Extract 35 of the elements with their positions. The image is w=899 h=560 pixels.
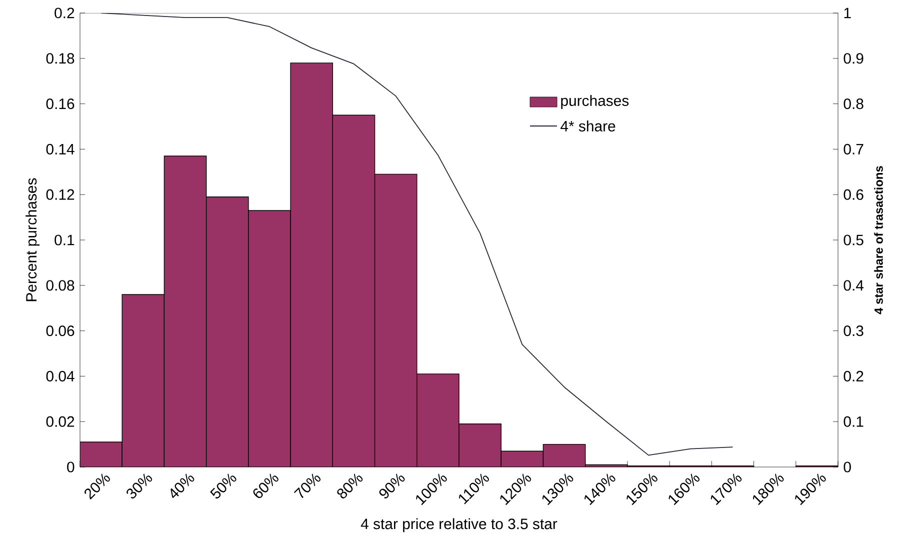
legend-label: 4* share — [560, 120, 616, 132]
x-tick-label: 60% — [253, 474, 278, 498]
y-tick-label: 0.1 — [54, 234, 74, 246]
legend-label: purchases — [561, 95, 629, 109]
y-tick-label: 0.16 — [46, 98, 74, 110]
x-tick-label: 30% — [126, 474, 152, 498]
y-tick-label: 0.02 — [46, 416, 74, 427]
y-tick-label: 0.12 — [46, 189, 74, 200]
x-tick-label: 70% — [294, 474, 321, 498]
y-axis-title: Percent purchases — [26, 178, 40, 302]
y2-tick-label: 0.6 — [844, 189, 864, 200]
y-tick-label: 0.08 — [46, 280, 74, 291]
y-tick-label: 0 — [67, 462, 74, 472]
x-tick-label: 80% — [337, 474, 363, 498]
y2-tick-label: 0 — [844, 462, 851, 472]
y-tick-label: 0.14 — [46, 144, 74, 154]
y2-tick-label: 0.2 — [844, 370, 864, 382]
y2-tick-label: 0.1 — [844, 416, 864, 427]
y-tick-label: 0.06 — [46, 326, 74, 336]
y2-tick-label: 1 — [844, 8, 851, 18]
y2-tick-label: 0.5 — [844, 234, 864, 246]
y2-tick-label: 0.9 — [844, 53, 864, 64]
x-tick-label: 40% — [170, 474, 194, 498]
x-tick-label: 90% — [379, 474, 405, 498]
y2-tick-label: 0.7 — [844, 144, 864, 154]
x-axis-title: 4 star price relative to 3.5 star — [360, 518, 558, 532]
y-tick-label: 0.18 — [46, 53, 74, 64]
y2-tick-label: 0.4 — [844, 280, 864, 291]
y2-axis-title: 4 star share of trasactions — [874, 166, 883, 314]
y2-tick-label: 0.3 — [844, 326, 864, 336]
y-tick-label: 0.04 — [46, 370, 74, 382]
line-series — [100, 12, 734, 456]
y2-tick-label: 0.8 — [844, 98, 864, 110]
y-tick-label: 0.2 — [54, 8, 74, 18]
x-tick-label: 50% — [210, 474, 236, 499]
